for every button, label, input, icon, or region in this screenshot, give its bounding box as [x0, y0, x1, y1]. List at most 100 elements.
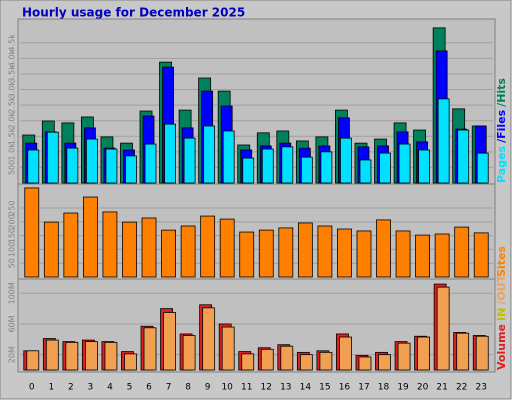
bar — [84, 341, 98, 371]
y-tick-label: 4.5k — [8, 34, 17, 52]
bar — [63, 212, 79, 278]
x-tick-label: 21 — [436, 383, 447, 393]
y-tick-label: 1.0k — [8, 143, 17, 161]
bar — [456, 332, 470, 371]
bar — [219, 218, 235, 278]
bar — [141, 217, 157, 278]
bar — [476, 152, 489, 184]
bar — [376, 219, 391, 278]
y-tick-label: 3.5k — [8, 65, 17, 83]
bar — [182, 335, 196, 371]
bar — [161, 229, 176, 278]
bar — [104, 341, 118, 371]
y-tick-label: 100 — [8, 242, 17, 257]
legend-item: /Hits — [495, 78, 508, 107]
bar — [27, 149, 40, 184]
bar — [475, 335, 489, 371]
chart-title: Hourly usage for December 2025 — [22, 6, 245, 20]
bar — [66, 147, 79, 184]
x-tick-label: 14 — [300, 383, 312, 393]
bar — [436, 286, 450, 371]
bar — [105, 148, 118, 184]
y-tick-label: 50 — [8, 258, 17, 268]
x-tick-label: 19 — [397, 383, 409, 393]
bar — [65, 341, 79, 371]
bar — [239, 231, 255, 278]
bar — [203, 125, 216, 184]
bar — [43, 221, 59, 278]
x-tick-label: 23 — [476, 383, 487, 393]
bar — [317, 225, 333, 278]
bar — [300, 156, 313, 184]
bar — [457, 129, 470, 184]
x-tick-label: 9 — [205, 383, 211, 393]
x-tick-label: 13 — [280, 383, 291, 393]
bar — [222, 130, 235, 184]
x-tick-label: 15 — [319, 383, 330, 393]
x-tick-label: 5 — [127, 383, 133, 393]
legend-item: /Files — [495, 109, 508, 143]
bar — [143, 327, 157, 371]
bar — [163, 312, 176, 371]
bar — [180, 225, 196, 278]
legend-item: Volume — [495, 324, 508, 370]
x-tick-label: 0 — [29, 383, 35, 393]
bar — [437, 98, 450, 184]
x-tick-label: 18 — [378, 383, 390, 393]
bar — [358, 356, 372, 371]
bar — [242, 157, 255, 184]
y-tick-label: 500 — [8, 160, 17, 175]
bar — [379, 152, 391, 184]
bar — [418, 149, 431, 184]
x-tick-label: 2 — [68, 383, 74, 393]
bar — [125, 155, 137, 184]
bar — [281, 146, 294, 184]
bar — [415, 234, 431, 278]
x-tick-label: 6 — [146, 383, 152, 393]
y-tick-label: 200 — [8, 214, 17, 229]
bar — [395, 230, 411, 278]
legend-item: IN — [495, 308, 508, 321]
x-tick-label: 1 — [48, 383, 54, 393]
bar — [26, 350, 40, 371]
bar — [82, 196, 98, 278]
y-tick-label: 2.0k — [8, 112, 17, 130]
bar — [320, 151, 333, 184]
bar — [85, 138, 98, 184]
bar — [124, 353, 137, 371]
bar — [241, 353, 255, 371]
bar — [340, 137, 352, 184]
y-tick-label: 4.0k — [8, 49, 17, 67]
bar — [454, 226, 470, 278]
y-tick-label: 2.5k — [8, 96, 17, 114]
bar — [260, 348, 274, 371]
bar — [46, 131, 59, 184]
x-tick-label: 8 — [185, 383, 191, 393]
y-tick-label: 150 — [8, 228, 17, 243]
x-tick-label: 12 — [261, 383, 272, 393]
bar — [221, 326, 235, 371]
y-tick-label: 1.5k — [8, 127, 17, 145]
y-tick-label: 250 — [8, 200, 17, 215]
bar — [258, 229, 274, 278]
bar — [397, 342, 411, 371]
legend-item: Pages — [495, 145, 508, 183]
bar — [417, 336, 431, 371]
x-tick-label: 16 — [339, 383, 351, 393]
y-tick-label: 100M — [8, 282, 17, 304]
bar — [122, 221, 137, 278]
bar — [339, 336, 352, 371]
bar — [473, 232, 489, 278]
bar — [398, 143, 411, 184]
x-tick-label: 3 — [88, 383, 94, 393]
bar — [200, 215, 216, 278]
bar — [183, 137, 196, 184]
x-tick-label: 4 — [107, 383, 113, 393]
bar — [261, 148, 274, 184]
bar — [297, 222, 313, 278]
x-tick-label: 20 — [417, 383, 429, 393]
bar — [319, 351, 333, 371]
bar — [280, 345, 294, 371]
